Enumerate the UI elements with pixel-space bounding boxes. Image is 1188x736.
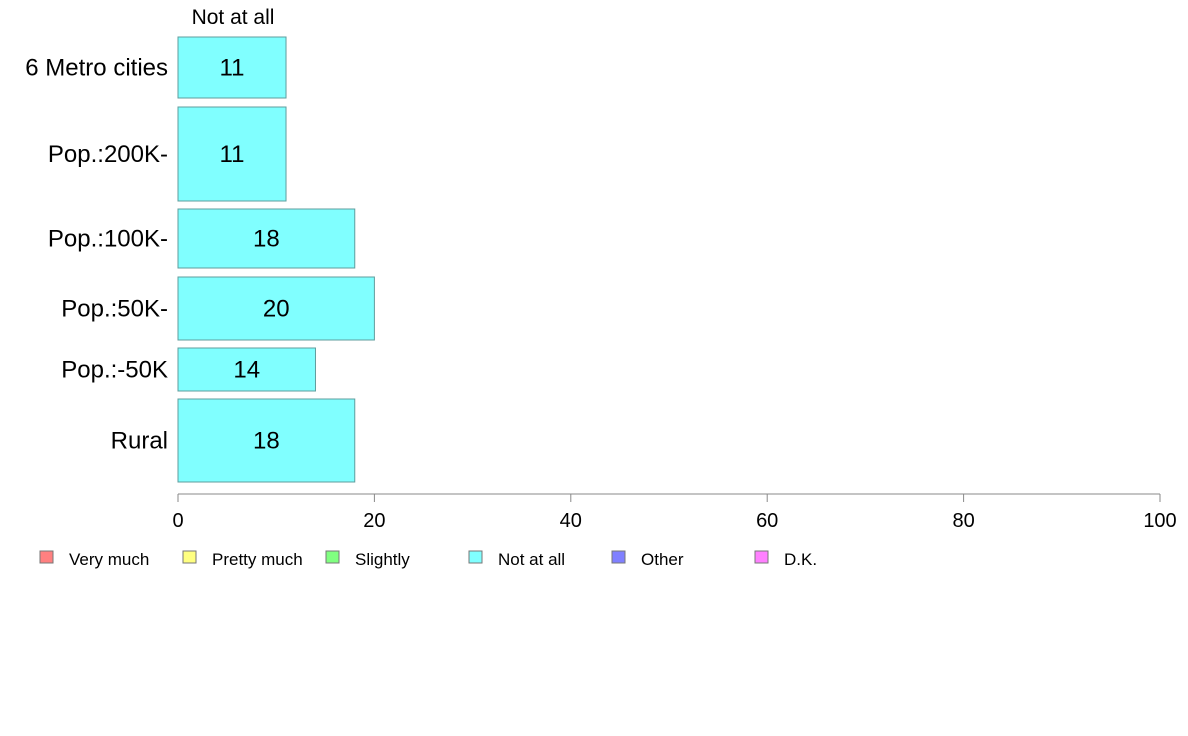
bar-pop-50k	[177, 347, 316, 392]
x-tick-label: 20	[363, 510, 385, 532]
category-label: Pop.:50K-	[61, 296, 168, 323]
series-header-label: Not at all	[192, 6, 275, 29]
bar-value-label: 14	[233, 357, 260, 384]
legend-label-slightly: Slightly	[355, 550, 410, 569]
bar-value-label: 18	[253, 428, 280, 455]
bar-pop-100k	[177, 208, 356, 269]
category-label: 6 Metro cities	[25, 55, 168, 82]
bar-value-label: 18	[253, 226, 280, 253]
legend-label-other: Other	[641, 550, 684, 569]
legend-swatch-pretty-much	[182, 550, 197, 564]
x-tick-label: 40	[560, 510, 582, 532]
x-tick-label: 100	[1143, 510, 1176, 532]
legend-swatch-not-at-all	[468, 550, 483, 564]
bar-value-label: 11	[220, 141, 245, 168]
bar-6-metro-cities	[177, 36, 287, 99]
x-tick-label: 0	[172, 510, 183, 532]
category-label: Pop.:200K-	[48, 141, 168, 168]
bar-value-label: 11	[220, 55, 245, 82]
legend-swatch-slightly	[325, 550, 340, 564]
legend-swatch-very-much	[39, 550, 54, 564]
bar-pop-50k	[177, 276, 375, 341]
legend-label-not-at-all: Not at all	[498, 550, 565, 569]
legend-label-very-much: Very much	[69, 550, 149, 569]
bar-pop-200k	[177, 106, 287, 202]
category-label: Pop.:-50K	[61, 357, 168, 384]
legend-label-pretty-much: Pretty much	[212, 550, 303, 569]
legend-swatch-d-k	[754, 550, 769, 564]
bar-rural	[177, 398, 356, 483]
legend-swatch-other	[611, 550, 626, 564]
legend-label-d-k: D.K.	[784, 550, 817, 569]
category-label: Rural	[111, 428, 168, 455]
x-tick-label: 60	[756, 510, 778, 532]
x-tick-label: 80	[952, 510, 974, 532]
category-label: Pop.:100K-	[48, 226, 168, 253]
bar-value-label: 20	[263, 296, 290, 323]
